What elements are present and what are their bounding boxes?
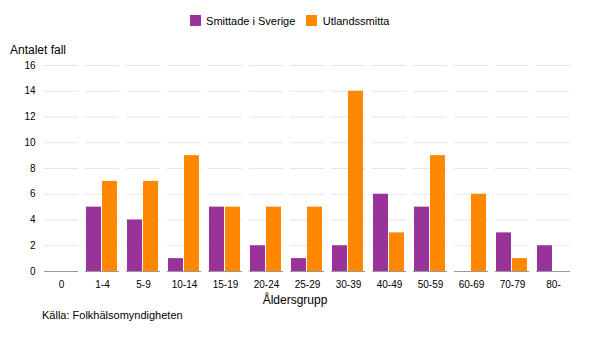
svg-text:8: 8 [30,162,36,173]
html-text:Utlandssmitta: Utlandssmitta [322,14,390,27]
svg-text:10-14: 10-14 [172,278,198,289]
svg-text:70-79: 70-79 [500,278,526,289]
svg-text:0: 0 [30,265,36,276]
svg-text:10: 10 [24,136,36,147]
svg-text:60-69: 60-69 [459,278,485,289]
svg-text:30-39: 30-39 [336,278,362,289]
svg-text:4: 4 [30,214,36,225]
svg-text:14: 14 [24,85,36,96]
svg-text:16: 16 [24,59,36,70]
svg-text:0: 0 [59,278,65,289]
svg-text:12: 12 [24,111,36,122]
svg-text:2: 2 [30,239,36,250]
svg-text:5-9: 5-9 [136,278,151,289]
html-text:Källa: Folkhälsomyndigheten: Källa: Folkhälsomyndigheten [42,308,183,321]
svg-text:40-49: 40-49 [377,278,403,289]
html-text:Smittade i Sverige: Smittade i Sverige [206,14,296,27]
svg-text:15-19: 15-19 [213,278,239,289]
svg-text:50-59: 50-59 [418,278,444,289]
svg-text:6: 6 [30,188,36,199]
svg-text:20-24: 20-24 [254,278,280,289]
svg-text:25-29: 25-29 [295,278,321,289]
html-text:Antalet fall: Antalet fall [10,42,66,57]
svg-text:80-: 80- [546,278,560,289]
svg-text:1-4: 1-4 [95,278,110,289]
html-text:Åldersgrupp: Åldersgrupp [262,292,328,307]
